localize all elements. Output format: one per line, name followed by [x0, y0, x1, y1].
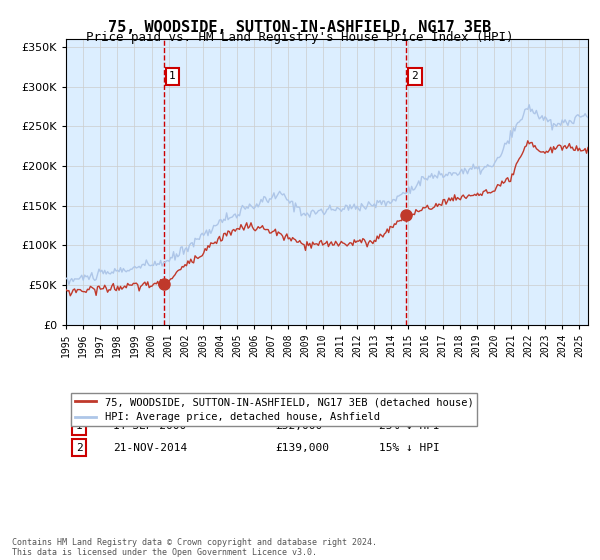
Text: 15% ↓ HPI: 15% ↓ HPI	[379, 442, 440, 452]
Text: 75, WOODSIDE, SUTTON-IN-ASHFIELD, NG17 3EB: 75, WOODSIDE, SUTTON-IN-ASHFIELD, NG17 3…	[109, 20, 491, 35]
Text: 1: 1	[169, 71, 176, 81]
Text: £52,000: £52,000	[275, 421, 322, 431]
Legend: 75, WOODSIDE, SUTTON-IN-ASHFIELD, NG17 3EB (detached house), HPI: Average price,: 75, WOODSIDE, SUTTON-IN-ASHFIELD, NG17 3…	[71, 393, 478, 426]
Text: £139,000: £139,000	[275, 442, 329, 452]
Text: 25% ↓ HPI: 25% ↓ HPI	[379, 421, 440, 431]
Text: Price paid vs. HM Land Registry's House Price Index (HPI): Price paid vs. HM Land Registry's House …	[86, 31, 514, 44]
Text: 1: 1	[76, 421, 82, 431]
Text: 14-SEP-2000: 14-SEP-2000	[113, 421, 187, 431]
Text: Contains HM Land Registry data © Crown copyright and database right 2024.
This d: Contains HM Land Registry data © Crown c…	[12, 538, 377, 557]
Text: 2: 2	[412, 71, 418, 81]
Text: 2: 2	[76, 442, 82, 452]
Text: 21-NOV-2014: 21-NOV-2014	[113, 442, 187, 452]
